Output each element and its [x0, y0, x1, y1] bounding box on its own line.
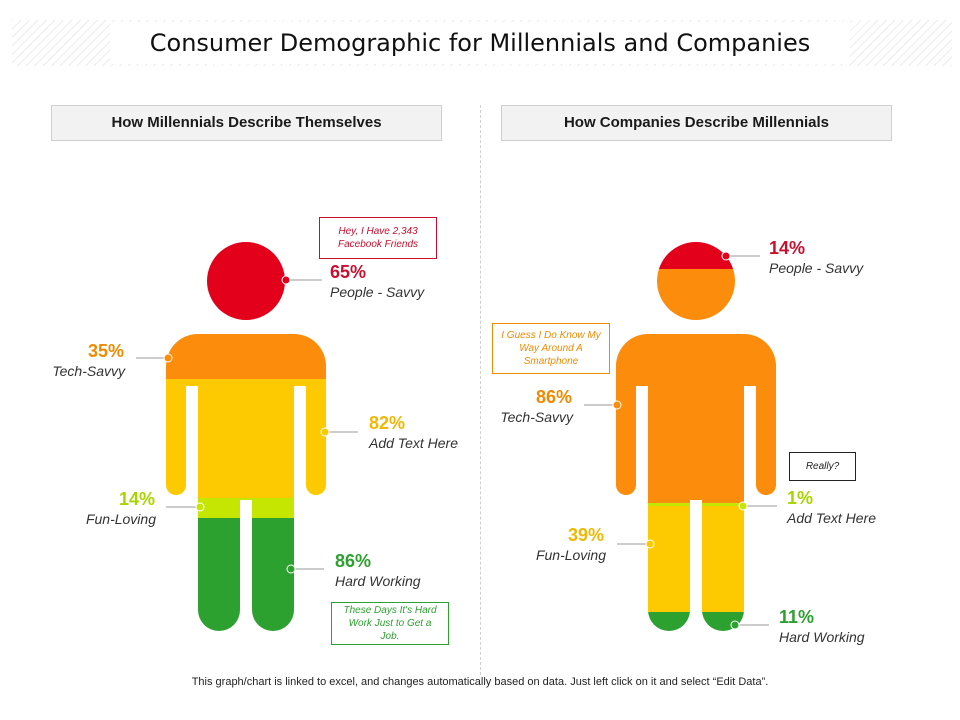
right-segment-tech-savvy	[616, 269, 776, 503]
left-segment-hard-working	[166, 518, 326, 631]
panel-divider	[480, 105, 481, 675]
left-label-fun-loving: Fun-Loving	[85, 511, 156, 527]
page-title: Consumer Demographic for Millennials and…	[110, 22, 850, 64]
left-callout-facebook: Hey, I Have 2,343 Facebook Friends	[319, 217, 437, 259]
right-panel-header: How Companies Describe Millennials	[501, 105, 892, 141]
right-pct-people-savvy: 14%	[769, 238, 806, 258]
left-label-hard-working: Hard Working	[335, 573, 421, 589]
left-segment-add-text	[166, 379, 326, 498]
left-segment-tech-savvy	[166, 334, 326, 379]
left-pct-tech-savvy: 35%	[87, 341, 124, 361]
right-dot-hard-working	[730, 620, 740, 630]
footer-note: This graph/chart is linked to excel, and…	[191, 676, 769, 688]
right-dot-people-savvy	[721, 251, 731, 261]
left-dot-add-text	[320, 427, 330, 437]
right-pct-hard-working: 11%	[779, 607, 815, 627]
right-leaders	[584, 251, 777, 630]
left-dot-people-savvy	[281, 275, 291, 285]
left-dot-fun-loving	[195, 502, 205, 512]
left-callout-hard-work: These Days It's Hard Work Just to Get a …	[331, 602, 449, 645]
left-dot-hard-working	[286, 564, 296, 574]
left-figure	[166, 242, 326, 631]
left-dot-tech-savvy	[163, 353, 173, 363]
left-label-add-text: Add Text Here	[369, 435, 458, 451]
left-pct-people-savvy: 65%	[330, 262, 367, 282]
right-callout-really: Really?	[789, 452, 856, 481]
left-pct-add-text: 82%	[369, 413, 406, 433]
left-pct-hard-working: 86%	[335, 551, 372, 571]
right-label-fun-loving: Fun-Loving	[535, 547, 606, 563]
right-segment-fun-loving	[616, 506, 776, 612]
right-label-people-savvy: People - Savvy	[769, 260, 864, 276]
right-figure	[616, 242, 776, 631]
right-pct-fun-loving: 39%	[567, 525, 604, 545]
right-callout-smartphone: I Guess I Do Know My Way Around A Smartp…	[492, 323, 610, 374]
right-label-add-text: Add Text Here	[787, 510, 876, 526]
left-label-tech-savvy: Tech-Savvy	[52, 363, 125, 379]
right-dot-add-text	[738, 501, 748, 511]
right-dot-fun-loving	[645, 539, 655, 549]
left-label-people-savvy: People - Savvy	[330, 284, 425, 300]
left-segment-fun-loving	[166, 498, 326, 518]
left-panel-header: How Millennials Describe Themselves	[51, 105, 442, 141]
right-label-hard-working: Hard Working	[779, 629, 865, 645]
left-leaders	[136, 275, 358, 574]
left-pct-fun-loving: 14%	[118, 489, 155, 509]
right-pct-add-text: 1%	[787, 488, 814, 508]
right-pct-tech-savvy: 86%	[535, 387, 572, 407]
right-dot-tech-savvy	[612, 400, 622, 410]
right-label-tech-savvy: Tech-Savvy	[500, 409, 573, 425]
right-segment-hard-working	[616, 612, 776, 631]
